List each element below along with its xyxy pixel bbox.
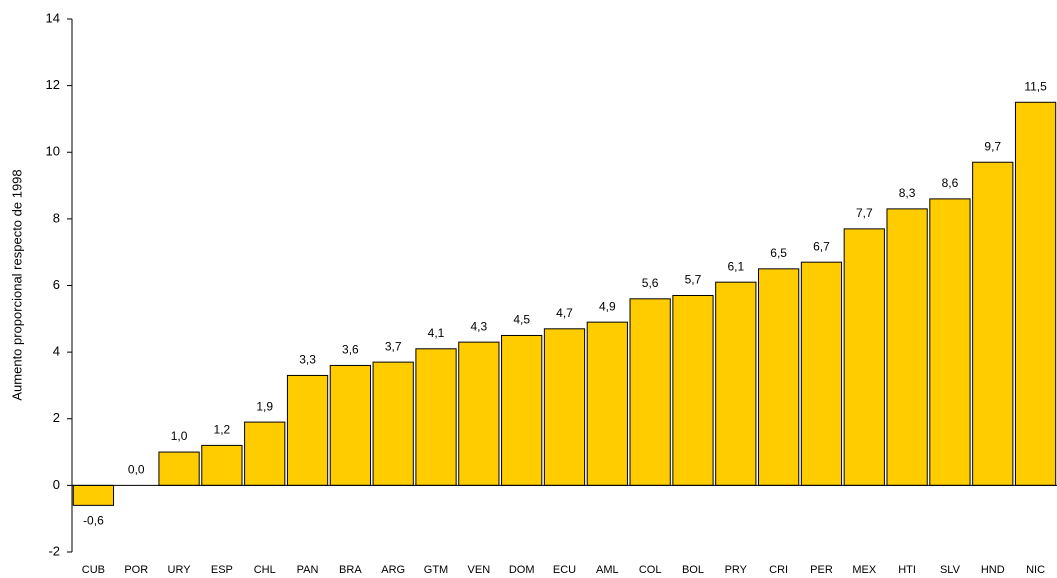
- y-tick-label: 4: [53, 344, 60, 359]
- bar: [158, 451, 200, 486]
- bar: [715, 281, 757, 486]
- bar: [458, 341, 500, 486]
- x-tick-label: BRA: [339, 564, 362, 576]
- y-tick-label: 2: [53, 410, 60, 425]
- value-label: 6,1: [727, 259, 744, 273]
- value-label: 1,0: [171, 429, 188, 443]
- x-tick-label: URY: [168, 564, 192, 576]
- y-tick-label: -2: [48, 543, 60, 558]
- value-label: 3,7: [385, 339, 402, 353]
- x-tick-label: MEX: [852, 564, 877, 576]
- bar: [501, 334, 543, 486]
- x-tick-label: NIC: [1026, 564, 1045, 576]
- bar: [800, 261, 843, 486]
- x-tick-label: DOM: [509, 564, 535, 576]
- bar: [543, 328, 586, 486]
- y-tick-label: 14: [46, 10, 60, 25]
- y-axis-label: Aumento proporcional respecto de 1998: [9, 169, 24, 400]
- value-label: 4,1: [428, 326, 445, 340]
- y-tick-label: 10: [46, 144, 60, 159]
- x-tick-label: CRI: [769, 564, 788, 576]
- value-label: 1,9: [256, 399, 273, 413]
- bar: [415, 348, 457, 486]
- y-tick-label: 8: [53, 210, 60, 225]
- value-label: 9,7: [984, 139, 1001, 153]
- value-label: 6,5: [770, 246, 787, 260]
- bar: [758, 268, 800, 486]
- bar: [672, 294, 714, 486]
- value-label: 4,3: [471, 319, 488, 333]
- x-tick-label: AML: [596, 564, 619, 576]
- bar: [329, 364, 371, 486]
- x-tick-label: HTI: [898, 564, 916, 576]
- x-tick-label: ARG: [381, 564, 405, 576]
- x-tick-label: CUB: [82, 564, 105, 576]
- bar: [72, 484, 115, 506]
- x-tick-label: POR: [124, 564, 148, 576]
- x-tick-label: PER: [810, 564, 833, 576]
- x-tick-label: GTM: [424, 564, 448, 576]
- bar: [972, 161, 1014, 486]
- x-tick-label: COL: [639, 564, 662, 576]
- y-tick-label: 6: [53, 277, 60, 292]
- x-tick-label: ESP: [211, 564, 233, 576]
- bar: [629, 298, 671, 486]
- bar: [929, 198, 971, 486]
- bar: [286, 374, 329, 486]
- x-tick-label: SLV: [940, 564, 961, 576]
- x-tick-label: VEN: [468, 564, 491, 576]
- value-label: 3,6: [342, 343, 359, 357]
- value-label: 3,3: [299, 353, 316, 367]
- bar: [372, 361, 414, 486]
- x-tick-label: BOL: [682, 564, 704, 576]
- value-label: 6,7: [813, 239, 830, 253]
- value-label: 5,7: [685, 273, 702, 287]
- bar: [843, 228, 885, 486]
- bar: [1014, 101, 1057, 486]
- y-tick-label: 0: [53, 477, 60, 492]
- x-tick-label: PAN: [297, 564, 319, 576]
- x-tick-label: CHL: [254, 564, 276, 576]
- value-label: 11,5: [1024, 79, 1047, 93]
- x-tick-label: HND: [981, 564, 1005, 576]
- bar: [201, 444, 243, 486]
- x-tick-label: PRY: [725, 564, 748, 576]
- value-label: 0,0: [128, 463, 145, 477]
- value-label: -0,6: [83, 514, 104, 528]
- value-label: 4,5: [513, 313, 530, 327]
- value-label: 7,7: [856, 206, 873, 220]
- value-label: 4,7: [556, 306, 573, 320]
- value-label: 1,2: [214, 423, 231, 437]
- value-label: 8,6: [942, 176, 959, 190]
- value-label: 4,9: [599, 299, 616, 313]
- bar: [244, 421, 286, 486]
- value-label: 8,3: [899, 186, 916, 200]
- value-label: 5,6: [642, 276, 659, 290]
- y-tick-label: 12: [46, 77, 60, 92]
- bar: [886, 208, 928, 486]
- bar: [586, 321, 628, 486]
- x-tick-label: ECU: [553, 564, 576, 576]
